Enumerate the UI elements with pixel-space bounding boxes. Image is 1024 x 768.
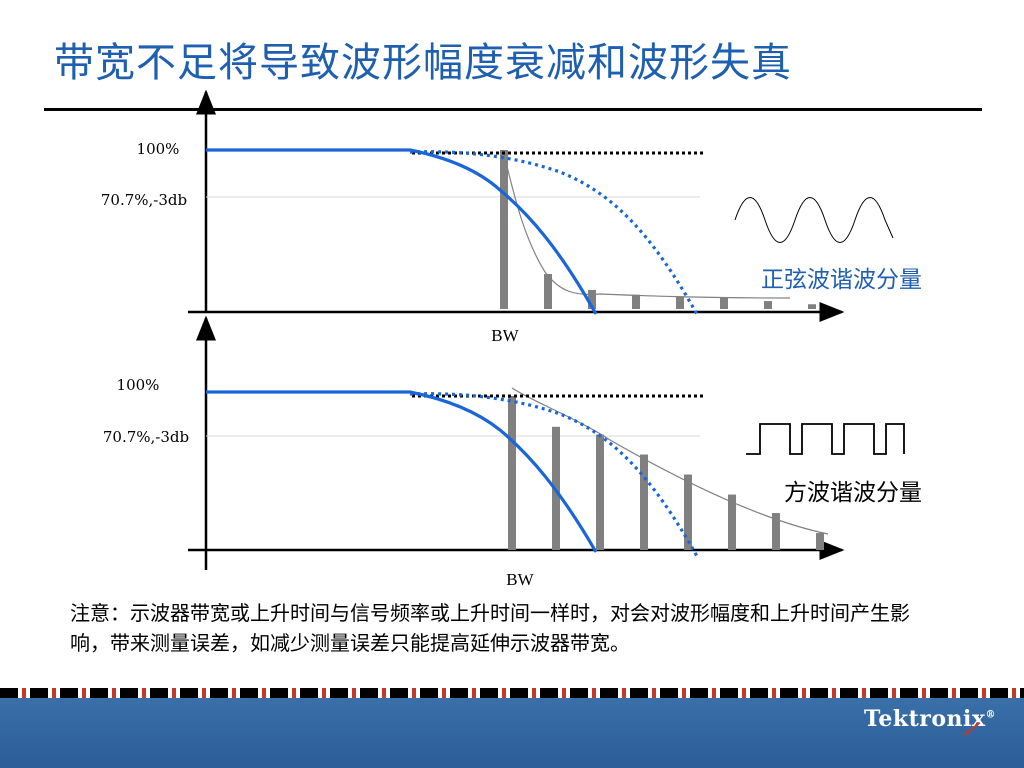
top-harmonic-bar: [544, 274, 552, 309]
top-harmonic-bar: [676, 296, 684, 309]
top-harmonic-bar: [764, 301, 772, 309]
top-response-curve: [206, 148, 598, 315]
sine-wave-icon: [734, 197, 894, 243]
top-harmonic-bar: [720, 297, 728, 309]
footer-bar: [0, 698, 1024, 768]
top-extended-response-curve: [409, 150, 700, 317]
top-harmonic-bar: [632, 294, 640, 309]
bottom-harmonic-bar: [772, 513, 780, 550]
top-harmonic-bar: [500, 150, 508, 309]
footer-stripe: [0, 688, 1024, 698]
bottom-label-100: 100%: [117, 376, 160, 394]
top-bw-label: BW: [491, 326, 519, 345]
bottom-label-707: 70.7%,-3db: [103, 428, 189, 446]
square-wave-icon: [746, 423, 905, 455]
bottom-harmonic-bar: [508, 396, 516, 550]
bottom-harmonic-bar: [640, 454, 648, 550]
bottom-panel: 100% 70.7%,-3db BW 方波谐波分量: [103, 315, 922, 589]
bottom-bw-label: BW: [506, 570, 534, 589]
tektronix-logo: Tektronix®: [864, 706, 996, 732]
top-harmonic-bar: [808, 304, 816, 309]
page-title: 带宽不足将导致波形幅度衰减和波形失真: [54, 40, 792, 86]
title-rule: [44, 108, 982, 111]
bottom-caption: 方波谐波分量: [784, 480, 922, 506]
top-envelope-line: [502, 149, 791, 299]
bottom-envelope-line: [511, 387, 829, 535]
bandwidth-diagram: 100% 70.7%,-3db BW 正弦波谐波分量 100% 70.7%,-3…: [101, 89, 922, 589]
top-caption: 正弦波谐波分量: [761, 267, 922, 293]
bottom-harmonic-bar: [728, 494, 736, 550]
bottom-extended-response-curve: [409, 392, 700, 559]
bottom-harmonic-bar: [684, 474, 692, 550]
bottom-harmonic-bar: [816, 533, 824, 550]
top-harmonic-bar: [588, 289, 596, 309]
top-panel: 100% 70.7%,-3db BW 正弦波谐波分量: [101, 89, 922, 345]
bottom-harmonic-bar: [596, 434, 604, 550]
note-text: 注意：示波器带宽或上升时间与信号频率或上升时间一样时，对会对波形幅度和上升时间产…: [70, 601, 910, 655]
top-label-100: 100%: [137, 140, 180, 158]
bottom-response-curve: [206, 390, 598, 553]
bottom-harmonic-bars: [508, 396, 824, 550]
top-harmonic-bars: [500, 150, 816, 309]
top-label-707: 70.7%,-3db: [101, 191, 187, 209]
